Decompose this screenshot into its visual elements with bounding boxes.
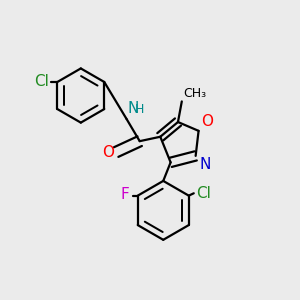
Text: O: O <box>102 145 114 160</box>
Text: N: N <box>127 101 138 116</box>
Text: O: O <box>202 113 214 128</box>
Text: F: F <box>121 187 130 202</box>
Text: N: N <box>199 157 211 172</box>
Text: CH₃: CH₃ <box>183 87 206 100</box>
Text: Cl: Cl <box>34 74 50 89</box>
Text: H: H <box>135 103 144 116</box>
Text: Cl: Cl <box>196 186 211 201</box>
